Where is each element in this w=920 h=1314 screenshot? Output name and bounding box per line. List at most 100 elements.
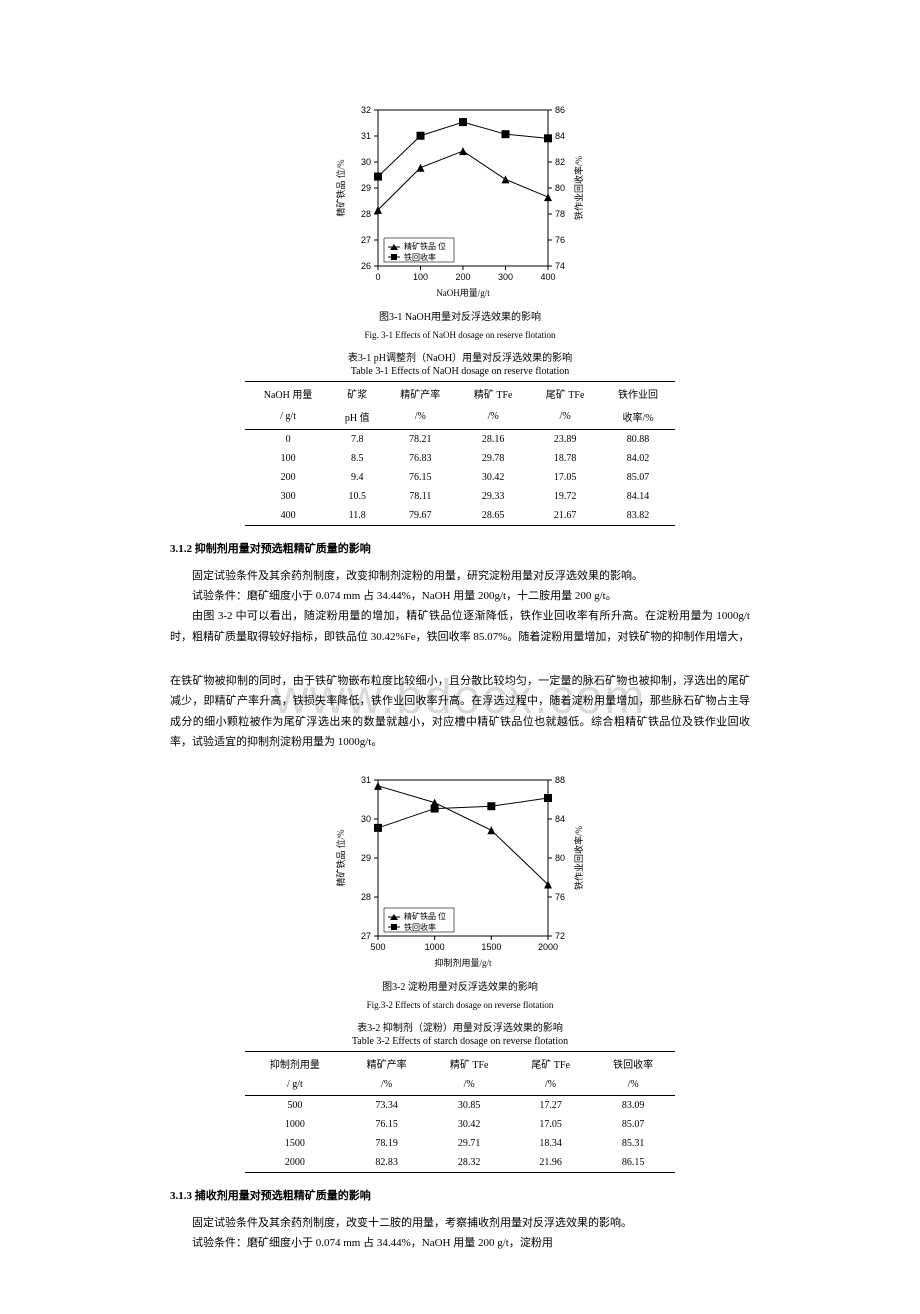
col-header: 铁回收率 [591,1051,675,1075]
table-3-1-caption-cn: 表3-1 pH调整剂（NaOH）用量对反浮选效果的影响 [170,352,750,366]
cell: 2000 [245,1153,345,1173]
table-3-1: NaOH 用量矿浆精矿产率精矿 TFe尾矿 TFe铁作业回/ g/tpH 值/%… [245,381,675,526]
col-subheader: /% [529,405,601,430]
svg-text:精矿铁品 位: 精矿铁品 位 [404,911,446,921]
cell: 28.65 [457,506,529,526]
svg-text:精矿铁品 位: 精矿铁品 位 [404,241,446,251]
col-header: 精矿 TFe [457,381,529,405]
fig-3-1-caption-cn: 图3-1 NaOH用量对反浮选效果的影响 [170,311,750,325]
col-header: 精矿 TFe [428,1051,509,1075]
svg-text:精矿铁品 位/%: 精矿铁品 位/% [335,159,346,217]
svg-text:28: 28 [361,209,371,219]
table-3-2: 抑制剂用量精矿产率精矿 TFe尾矿 TFe铁回收率/ g/t/%/%/%/%50… [245,1051,675,1173]
svg-text:76: 76 [555,892,565,902]
cell: 200 [245,468,331,487]
cell: 83.09 [591,1095,675,1115]
cell: 76.83 [383,449,457,468]
cell: 21.96 [510,1153,591,1173]
svg-text:31: 31 [361,131,371,141]
svg-text:NaOH用量/g/t: NaOH用量/g/t [436,288,490,298]
cell: 30.42 [457,468,529,487]
cell: 17.27 [510,1095,591,1115]
cell: 19.72 [529,487,601,506]
svg-text:88: 88 [555,775,565,785]
svg-text:1500: 1500 [481,942,501,952]
chart-3-1: 0100200300400262728293031327476788082848… [170,100,750,305]
para-312-3: 由图 3-2 中可以看出，随淀粉用量的增加，精矿铁品位逐渐降低，铁作业回收率有所… [170,606,750,647]
cell: 85.07 [591,1115,675,1134]
cell: 73.34 [345,1095,429,1115]
cell: 79.67 [383,506,457,526]
cell: 29.33 [457,487,529,506]
svg-text:80: 80 [555,183,565,193]
table-row: 100076.1530.4217.0585.07 [245,1115,675,1134]
svg-text:86: 86 [555,105,565,115]
col-header: 尾矿 TFe [510,1051,591,1075]
cell: 8.5 [331,449,383,468]
svg-text:72: 72 [555,931,565,941]
col-header: 矿浆 [331,381,383,405]
svg-text:80: 80 [555,853,565,863]
cell: 78.21 [383,429,457,449]
svg-text:31: 31 [361,775,371,785]
table-row: 2009.476.1530.4217.0585.07 [245,468,675,487]
table-3-2-caption-en: Table 3-2 Effects of starch dosage on re… [170,1035,750,1049]
table-row: 50073.3430.8517.2783.09 [245,1095,675,1115]
svg-text:84: 84 [555,131,565,141]
col-header: 精矿产率 [383,381,457,405]
svg-text:30: 30 [361,814,371,824]
cell: 7.8 [331,429,383,449]
svg-text:29: 29 [361,183,371,193]
col-subheader: /% [383,405,457,430]
col-header: 精矿产率 [345,1051,429,1075]
col-subheader: /% [591,1075,675,1096]
cell: 82.83 [345,1153,429,1173]
para-312-1: 固定试验条件及其余药剂制度，改变抑制剂淀粉的用量，研究淀粉用量对反浮选效果的影响… [170,566,750,586]
para-312-2: 试验条件：磨矿细度小于 0.074 mm 占 34.44%，NaOH 用量 20… [170,586,750,606]
cell: 400 [245,506,331,526]
cell: 30.42 [428,1115,509,1134]
table-row: 40011.879.6728.6521.6783.82 [245,506,675,526]
cell: 76.15 [383,468,457,487]
cell: 28.32 [428,1153,509,1173]
svg-text:铁作业回收率/%: 铁作业回收率/% [573,826,584,891]
table-row: 150078.1929.7118.3485.31 [245,1134,675,1153]
table-row: 30010.578.1129.3319.7284.14 [245,487,675,506]
svg-text:27: 27 [361,931,371,941]
fig-3-2-caption-cn: 图3-2 淀粉用量对反浮选效果的影响 [170,981,750,995]
table-row: 07.878.2128.1623.8980.88 [245,429,675,449]
svg-text:26: 26 [361,261,371,271]
svg-text:28: 28 [361,892,371,902]
svg-text:29: 29 [361,853,371,863]
svg-text:100: 100 [413,272,428,282]
cell: 500 [245,1095,345,1115]
cell: 78.19 [345,1134,429,1153]
svg-text:1000: 1000 [425,942,445,952]
cell: 29.71 [428,1134,509,1153]
cell: 1500 [245,1134,345,1153]
table-row: 200082.8328.3221.9686.15 [245,1153,675,1173]
cell: 300 [245,487,331,506]
cell: 1000 [245,1115,345,1134]
svg-text:500: 500 [370,942,385,952]
svg-text:74: 74 [555,261,565,271]
col-header: 铁作业回 [601,381,675,405]
svg-text:400: 400 [540,272,555,282]
cell: 11.8 [331,506,383,526]
col-header: NaOH 用量 [245,381,331,405]
cell: 83.82 [601,506,675,526]
svg-text:300: 300 [498,272,513,282]
heading-3-1-3: 3.1.3 捕收剂用量对预选粗精矿质量的影响 [170,1187,750,1203]
col-subheader: /% [510,1075,591,1096]
para-313-1: 固定试验条件及其余药剂制度，改变十二胺的用量，考察捕收剂用量对反浮选效果的影响。 [170,1213,750,1233]
cell: 23.89 [529,429,601,449]
col-header: 抑制剂用量 [245,1051,345,1075]
table-row: 1008.576.8329.7818.7884.02 [245,449,675,468]
cell: 10.5 [331,487,383,506]
cell: 76.15 [345,1115,429,1134]
svg-text:铁回收率: 铁回收率 [404,252,436,262]
col-subheader: pH 值 [331,405,383,430]
chart-3-2: 50010001500200027282930317276808488抑制剂用量… [170,770,750,975]
col-subheader: / g/t [245,405,331,430]
svg-text:76: 76 [555,235,565,245]
